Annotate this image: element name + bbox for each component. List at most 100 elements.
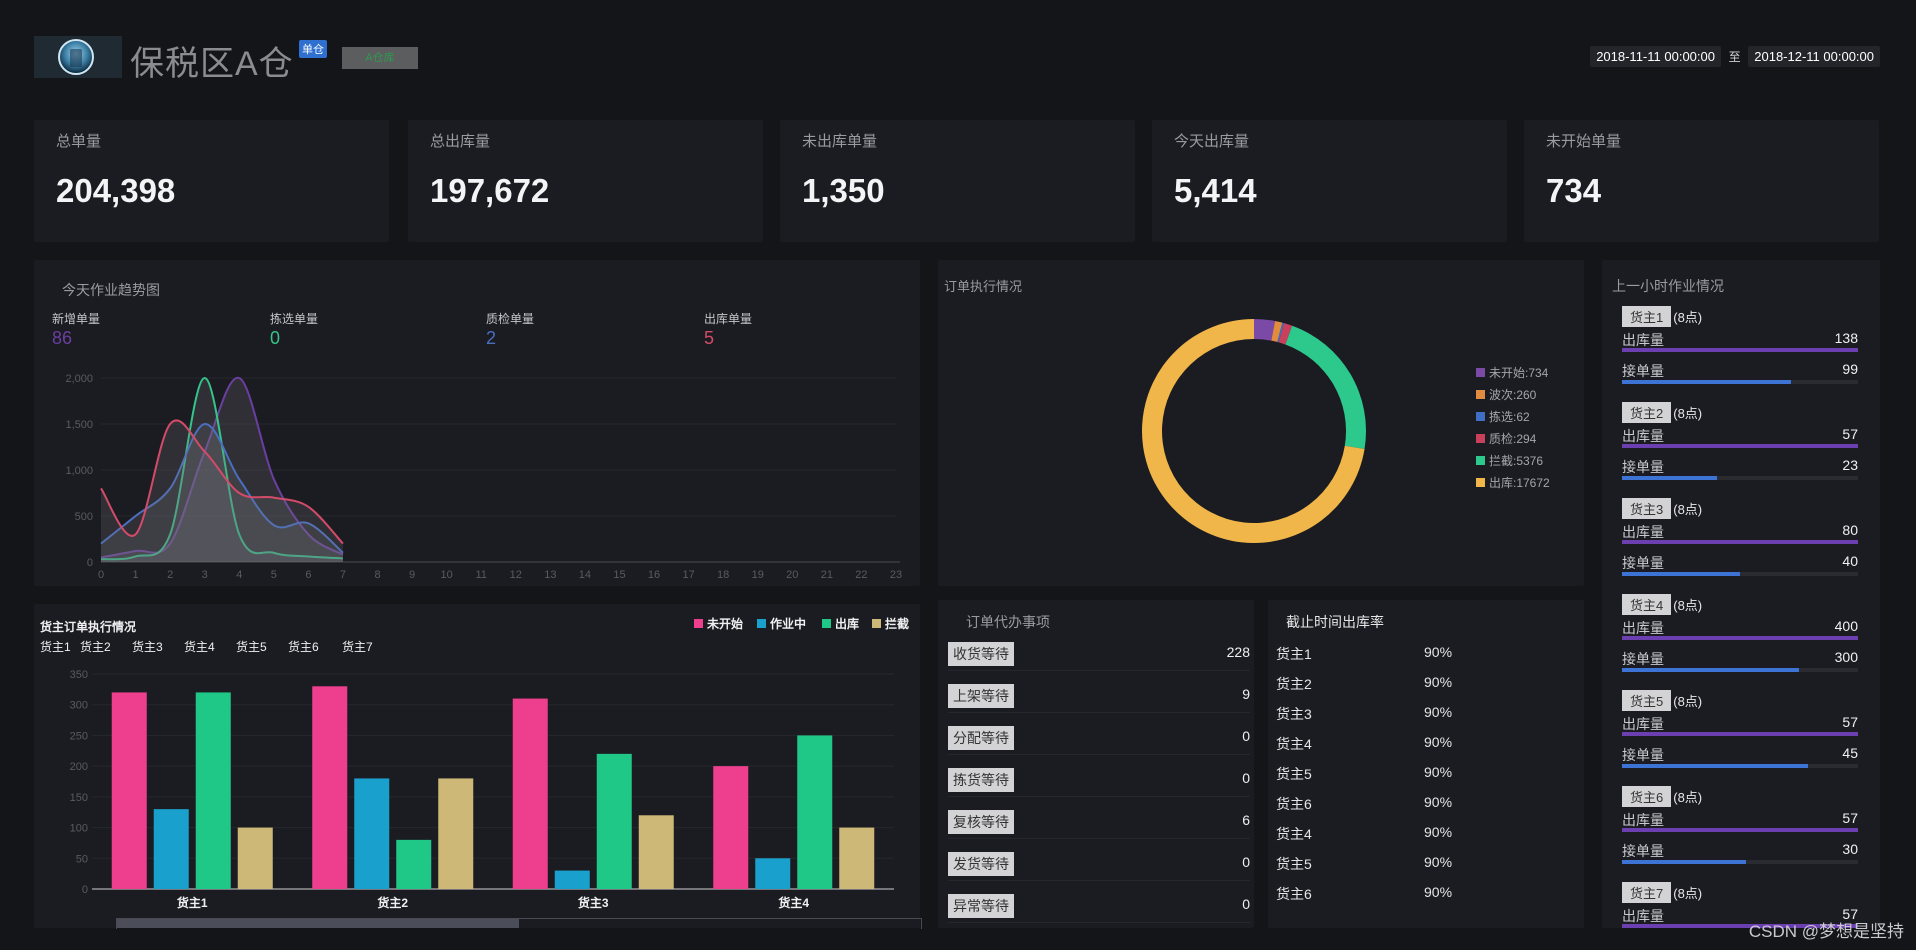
donut-legend-item: 未开始:734 <box>1489 366 1549 380</box>
trend-line-3 <box>100 423 344 554</box>
donut-legend-swatch <box>1476 456 1485 465</box>
date-start-input[interactable]: 2018-11-11 00:00:00 <box>1590 46 1721 67</box>
trend-x-tick: 19 <box>752 569 764 581</box>
outbound-metric: 出库量 80 <box>1622 522 1858 542</box>
owner-tag[interactable]: 货主7 <box>1622 882 1672 903</box>
outbound-bar <box>1622 732 1858 736</box>
todo-row[interactable]: 异常等待 0 <box>948 888 1250 923</box>
trend-x-tick: 13 <box>544 569 556 581</box>
todo-tag: 拣货等待 <box>948 768 1014 792</box>
last-hour-owner-header: 货主2 (8点) <box>1622 402 1858 423</box>
chart-scrollbar-track[interactable] <box>116 918 922 929</box>
owner-tab[interactable]: 货主1 <box>40 640 71 654</box>
warehouse-switch-button[interactable]: A仓库 <box>342 47 418 69</box>
intake-metric: 接单量 23 <box>1622 457 1858 477</box>
outbound-metric: 出库量 57 <box>1622 426 1858 446</box>
outbound-label: 出库量 <box>1622 812 1664 828</box>
owner-tab[interactable]: 货主6 <box>288 640 319 654</box>
trend-line-4 <box>100 419 344 545</box>
owner-tab[interactable]: 货主7 <box>342 640 373 654</box>
trend-panel: 今天作业趋势图 新增单量 86 拣选单量 0 质检单量 2 出库单量 5 0 50… <box>34 260 920 586</box>
trend-legend-label-qc: 质检单量 <box>486 312 535 326</box>
trend-legend-label-out: 出库单量 <box>704 312 753 326</box>
outbound-bar-track <box>1622 348 1858 352</box>
intake-bar-track <box>1622 764 1858 768</box>
intake-bar <box>1622 668 1799 672</box>
trend-y-tick: 1,500 <box>65 419 93 431</box>
stat-value: 197,672 <box>430 172 550 209</box>
intake-value: 30 <box>1842 841 1858 857</box>
stat-value: 1,350 <box>802 172 885 209</box>
deadline-rate: 90% <box>1424 854 1453 870</box>
todo-row[interactable]: 上架等待 9 <box>948 678 1250 713</box>
stat-label: 未出库单量 <box>802 133 878 150</box>
outbound-bar-track <box>1622 444 1858 448</box>
deadline-row: 货主5 90% <box>1276 848 1576 878</box>
owner-tag[interactable]: 货主3 <box>1622 498 1672 519</box>
last-hour-owner-header: 货主6 (8点) <box>1622 786 1858 807</box>
bar-legend-swatch <box>872 619 881 628</box>
outbound-metric: 出库量 57 <box>1622 810 1858 830</box>
owner-tab[interactable]: 货主5 <box>236 640 267 654</box>
todo-row[interactable]: 拣货等待 0 <box>948 762 1250 797</box>
deadline-owner: 货主1 <box>1276 646 1312 662</box>
deadline-panel: 截止时间出库率 货主1 90% 货主2 90% 货主3 90% 货主4 90% 货主5 90% 货主… <box>1268 600 1584 928</box>
outbound-label: 出库量 <box>1622 620 1664 636</box>
deadline-owner: 货主4 <box>1276 736 1312 752</box>
bar-y-tick: 250 <box>70 730 88 742</box>
owner-hour: (8点) <box>1673 790 1703 805</box>
owner-tab[interactable]: 货主2 <box>80 640 111 654</box>
owner-tab[interactable]: 货主4 <box>184 640 215 654</box>
outbound-bar-track <box>1622 636 1858 640</box>
donut-slice-3 <box>1277 322 1285 343</box>
bar-1-4 <box>237 827 273 889</box>
last-hour-owner-header: 货主3 (8点) <box>1622 498 1858 519</box>
bar-category-label: 货主3 <box>578 895 609 910</box>
todo-count: 0 <box>1242 770 1250 786</box>
intake-metric: 接单量 99 <box>1622 361 1858 381</box>
todo-count: 6 <box>1242 812 1250 828</box>
page-header: 保税区A仓 单仓 A仓库 2018-11-11 00:00:00 至 2018-… <box>34 36 1880 83</box>
trend-x-tick: 17 <box>682 569 694 581</box>
intake-label: 接单量 <box>1622 843 1664 859</box>
trend-legend-label-pick: 拣选单量 <box>270 312 319 326</box>
deadline-row: 货主4 90% <box>1276 818 1576 848</box>
intake-metric: 接单量 300 <box>1622 649 1858 669</box>
bar-y-tick: 350 <box>70 669 88 681</box>
owner-tag[interactable]: 货主4 <box>1622 594 1672 615</box>
trend-area-2 <box>101 378 343 562</box>
outbound-bar <box>1622 444 1858 448</box>
chart-scrollbar-thumb[interactable] <box>117 919 519 928</box>
last-hour-owner-header: 货主7 (8点) <box>1622 882 1858 903</box>
owner-tag[interactable]: 货主6 <box>1622 786 1672 807</box>
owner-tag[interactable]: 货主5 <box>1622 690 1672 711</box>
bar-3-2 <box>554 870 590 889</box>
todo-row[interactable]: 复核等待 6 <box>948 804 1250 839</box>
bar-2-2 <box>354 778 390 889</box>
bar-2-3 <box>396 839 432 889</box>
todo-row[interactable]: 发货等待 0 <box>948 846 1250 881</box>
deadline-rate: 90% <box>1424 674 1453 690</box>
owner-tab[interactable]: 货主3 <box>132 640 163 654</box>
owner-hour: (8点) <box>1673 598 1703 613</box>
todo-row[interactable]: 收货等待 228 <box>948 636 1250 671</box>
owner-tag[interactable]: 货主2 <box>1622 402 1672 423</box>
date-end-input[interactable]: 2018-12-11 00:00:00 <box>1748 46 1880 67</box>
bar-y-tick: 300 <box>70 700 88 712</box>
trend-x-tick: 16 <box>648 569 660 581</box>
donut-legend-item: 出库:17672 <box>1489 475 1550 490</box>
trend-x-tick: 21 <box>821 569 833 581</box>
outbound-bar-track <box>1622 540 1858 544</box>
owner-hour: (8点) <box>1673 406 1703 421</box>
outbound-metric: 出库量 57 <box>1622 906 1858 926</box>
bar-legend-swatch <box>822 619 831 628</box>
outbound-bar <box>1622 828 1858 832</box>
owner-tag[interactable]: 货主1 <box>1622 306 1672 327</box>
intake-label: 接单量 <box>1622 363 1664 379</box>
intake-bar-track <box>1622 668 1858 672</box>
todo-row[interactable]: 分配等待 0 <box>948 720 1250 755</box>
intake-value: 99 <box>1842 361 1858 377</box>
donut-slice-1 <box>1254 319 1276 341</box>
bar-legend-item: 拦截 <box>885 616 909 631</box>
trend-area-1 <box>101 377 343 562</box>
